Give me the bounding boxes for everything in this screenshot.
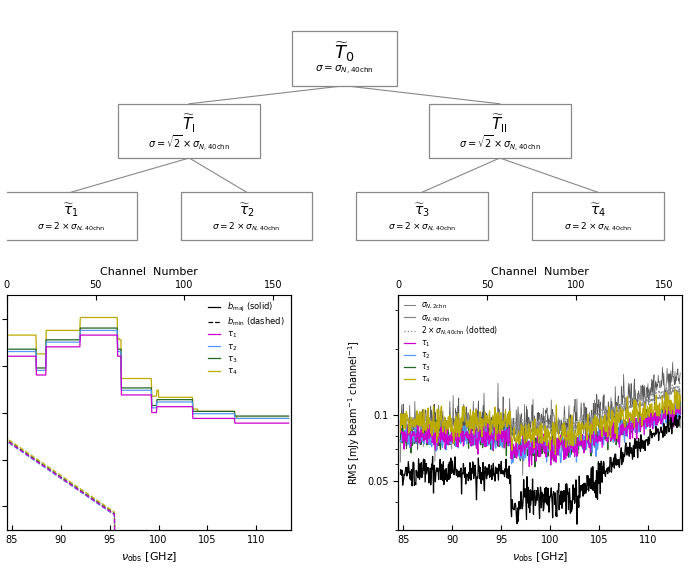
Text: $\widetilde{\tau}_4$: $\widetilde{\tau}_4$ xyxy=(590,202,606,219)
Text: $\sigma = \sigma_{N,40\mathrm{chn}}$: $\sigma = \sigma_{N,40\mathrm{chn}}$ xyxy=(315,64,374,77)
X-axis label: $\nu_{\mathrm{obs}}$ [GHz]: $\nu_{\mathrm{obs}}$ [GHz] xyxy=(121,550,177,564)
Y-axis label: RMS [mJy beam$^{-1}$ channel$^{-1}$]: RMS [mJy beam$^{-1}$ channel$^{-1}$] xyxy=(346,340,362,485)
Text: $\sigma = \sqrt{2} \times \sigma_{N,40\mathrm{chn}}$: $\sigma = \sqrt{2} \times \sigma_{N,40\m… xyxy=(459,133,541,153)
X-axis label: Channel  Number: Channel Number xyxy=(491,267,589,277)
Legend: $b_{\mathrm{maj}}$ (solid), $b_{\mathrm{min}}$ (dashed), $\tau_1$, $\tau_2$, $\t: $b_{\mathrm{maj}}$ (solid), $b_{\mathrm{… xyxy=(206,300,287,378)
FancyBboxPatch shape xyxy=(119,104,260,158)
FancyBboxPatch shape xyxy=(6,192,137,240)
Text: $\widetilde{T}_{\mathrm{II}}$: $\widetilde{T}_{\mathrm{II}}$ xyxy=(491,113,508,135)
Text: $\sigma = 2 \times \sigma_{N,40\mathrm{chn}}$: $\sigma = 2 \times \sigma_{N,40\mathrm{c… xyxy=(388,221,456,233)
Text: $\widetilde{\tau}_1$: $\widetilde{\tau}_1$ xyxy=(63,202,79,219)
Text: $\widetilde{T}_{\mathrm{I}}$: $\widetilde{T}_{\mathrm{I}}$ xyxy=(183,113,196,135)
FancyBboxPatch shape xyxy=(292,32,397,86)
FancyBboxPatch shape xyxy=(356,192,488,240)
X-axis label: $\nu_{\mathrm{obs}}$ [GHz]: $\nu_{\mathrm{obs}}$ [GHz] xyxy=(512,550,568,564)
FancyBboxPatch shape xyxy=(181,192,312,240)
Text: $\sigma = \sqrt{2} \times \sigma_{N,40\mathrm{chn}}$: $\sigma = \sqrt{2} \times \sigma_{N,40\m… xyxy=(148,133,230,153)
Text: $\sigma = 2 \times \sigma_{N,40\mathrm{chn}}$: $\sigma = 2 \times \sigma_{N,40\mathrm{c… xyxy=(212,221,280,233)
Text: $\widetilde{\tau}_2$: $\widetilde{\tau}_2$ xyxy=(238,202,254,219)
FancyBboxPatch shape xyxy=(532,192,664,240)
Text: $\widetilde{\tau}_3$: $\widetilde{\tau}_3$ xyxy=(414,202,430,219)
FancyBboxPatch shape xyxy=(429,104,570,158)
Text: $\sigma = 2 \times \sigma_{N,40\mathrm{chn}}$: $\sigma = 2 \times \sigma_{N,40\mathrm{c… xyxy=(564,221,632,233)
X-axis label: Channel  Number: Channel Number xyxy=(100,267,198,277)
Legend: $\sigma_{N,2\mathrm{chn}}$, $\sigma_{N,40\mathrm{chn}}$, $2 \times \sigma_{N,40\: $\sigma_{N,2\mathrm{chn}}$, $\sigma_{N,4… xyxy=(402,299,500,387)
Text: $\sigma = 2 \times \sigma_{N,40\mathrm{chn}}$: $\sigma = 2 \times \sigma_{N,40\mathrm{c… xyxy=(37,221,105,233)
Text: $\widetilde{T}_0$: $\widetilde{T}_0$ xyxy=(334,40,355,64)
